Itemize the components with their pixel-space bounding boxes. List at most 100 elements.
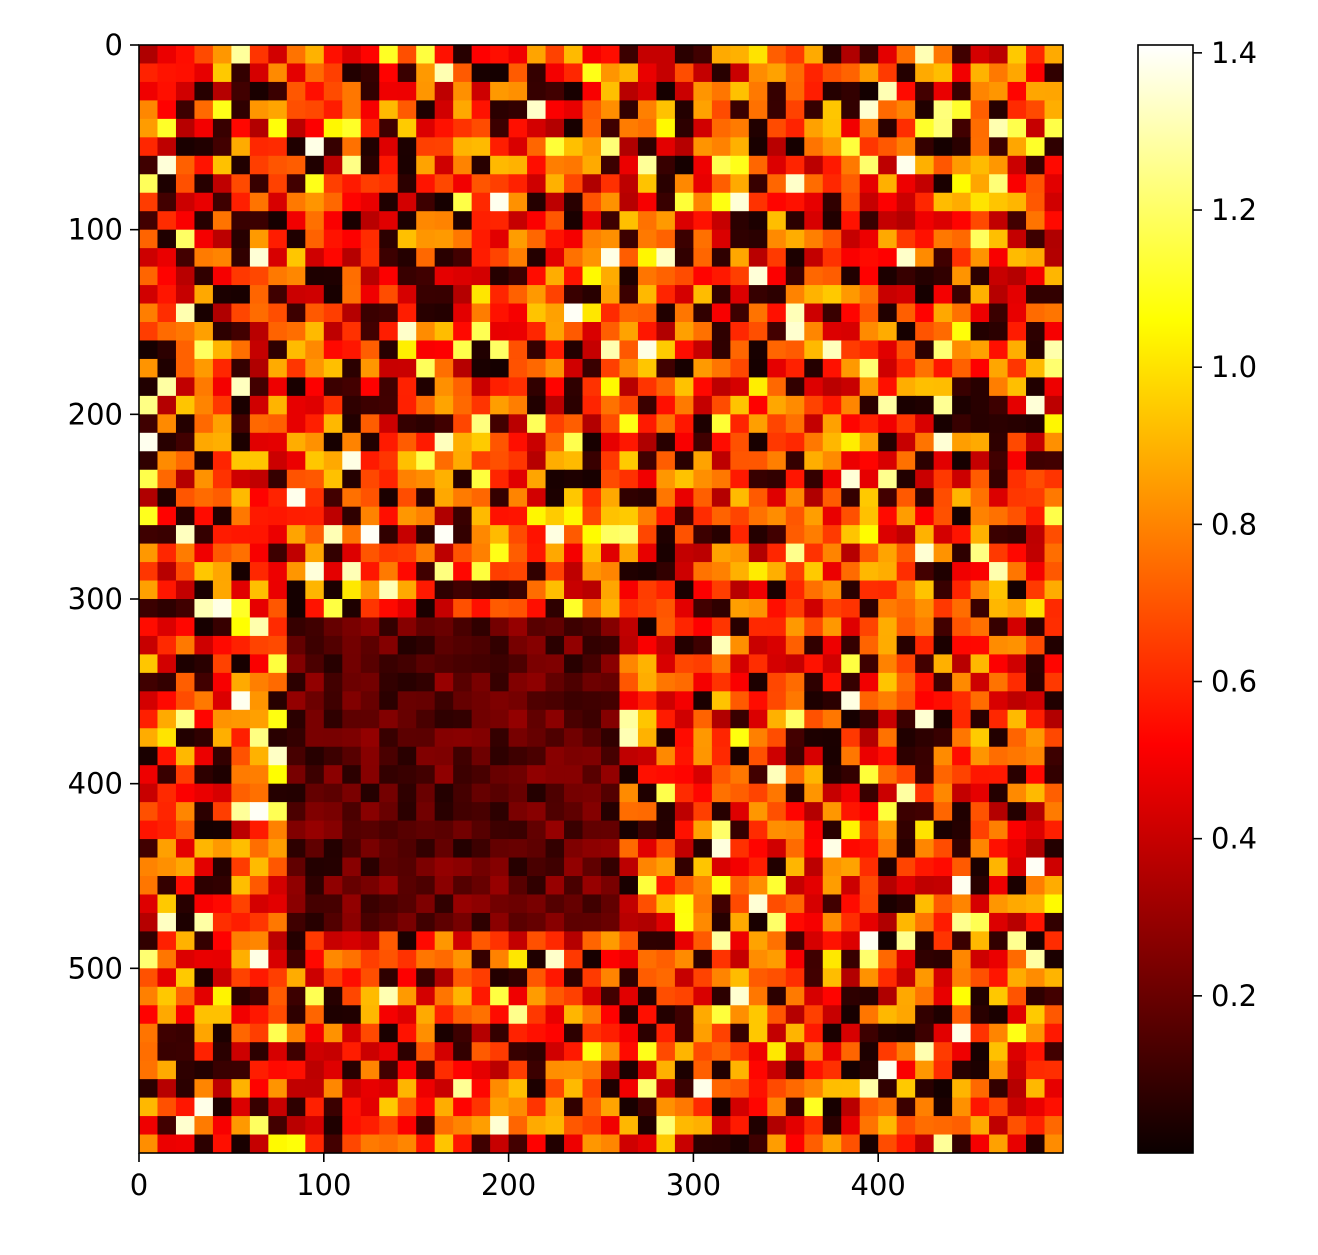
heatmap-cell	[305, 358, 325, 378]
heatmap-cell	[249, 820, 269, 840]
heatmap-cell	[1026, 174, 1046, 194]
heatmap-cell	[1007, 285, 1027, 305]
heatmap-cell	[674, 1134, 694, 1153]
heatmap-cell	[1026, 912, 1046, 932]
heatmap-cell	[564, 876, 584, 896]
heatmap-cell	[711, 1079, 731, 1099]
heatmap-cell	[841, 543, 861, 563]
heatmap-cell	[859, 580, 879, 600]
heatmap-cell	[804, 746, 824, 766]
heatmap-cell	[249, 1023, 269, 1043]
heatmap-cell	[785, 746, 805, 766]
heatmap-cell	[730, 81, 750, 101]
heatmap-cell	[508, 63, 528, 83]
heatmap-cell	[212, 746, 232, 766]
heatmap-cell	[194, 968, 214, 988]
heatmap-cell	[637, 414, 658, 434]
heatmap-cell	[582, 469, 602, 489]
heatmap-cell	[859, 839, 879, 859]
heatmap-cell	[379, 1116, 399, 1136]
heatmap-cell	[379, 155, 399, 175]
heatmap-cell	[656, 1116, 676, 1136]
heatmap-cell	[1026, 525, 1046, 545]
heatmap-cell	[841, 395, 861, 415]
heatmap-cell	[545, 488, 565, 508]
heatmap-cell	[231, 81, 251, 101]
heatmap-cell	[342, 118, 362, 138]
heatmap-cell	[305, 155, 325, 175]
heatmap-cell	[989, 599, 1009, 619]
heatmap-cell	[878, 322, 898, 342]
heatmap-cell	[619, 599, 639, 619]
heatmap-cell	[286, 1042, 306, 1062]
heatmap-cell	[693, 1097, 713, 1117]
heatmap-cell	[1044, 1134, 1063, 1153]
heatmap-cell	[952, 1005, 972, 1025]
heatmap-cell	[453, 266, 473, 286]
heatmap-cell	[693, 672, 713, 692]
heatmap-cell	[896, 63, 916, 83]
heatmap-cell	[970, 1042, 990, 1062]
heatmap-cell	[397, 562, 417, 582]
heatmap-cell	[471, 1097, 491, 1117]
heatmap-cell	[878, 303, 898, 323]
heatmap-cell	[637, 137, 658, 157]
heatmap-cell	[471, 783, 491, 803]
heatmap-cell	[822, 543, 842, 563]
heatmap-cell	[194, 469, 214, 489]
heatmap-cell	[305, 709, 325, 729]
heatmap-cell	[582, 986, 602, 1006]
heatmap-cell	[471, 174, 491, 194]
heatmap-cell	[212, 543, 232, 563]
heatmap-cell	[231, 635, 251, 655]
heatmap-cell	[416, 1116, 436, 1136]
heatmap-cell	[637, 377, 658, 397]
heatmap-cell	[1007, 1079, 1027, 1099]
heatmap-cell	[1026, 1097, 1046, 1117]
heatmap-cell	[637, 728, 658, 748]
heatmap-cell	[711, 635, 731, 655]
heatmap-cell	[952, 839, 972, 859]
heatmap-cell	[305, 137, 325, 157]
heatmap-cell	[231, 1097, 251, 1117]
heatmap-cell	[896, 229, 916, 249]
heatmap-cell	[859, 229, 879, 249]
heatmap-cell	[249, 1097, 269, 1117]
heatmap-cell	[711, 81, 731, 101]
heatmap-cell	[342, 857, 362, 877]
heatmap-cell	[139, 303, 159, 323]
heatmap-cell	[785, 1097, 805, 1117]
heatmap-cell	[545, 63, 565, 83]
heatmap-cell	[268, 266, 288, 286]
heatmap-cell	[859, 45, 879, 65]
heatmap-cell	[601, 303, 621, 323]
heatmap-cell	[711, 783, 731, 803]
heatmap-cell	[194, 986, 214, 1006]
heatmap-cell	[564, 174, 584, 194]
heatmap-cell	[656, 728, 676, 748]
heatmap-cell	[637, 912, 658, 932]
heatmap-cell	[379, 192, 399, 212]
heatmap-cell	[878, 894, 898, 914]
heatmap-cell	[527, 266, 547, 286]
heatmap-cell	[416, 839, 436, 859]
heatmap-cell	[1007, 377, 1027, 397]
heatmap-cell	[139, 45, 159, 65]
heatmap-cell	[637, 931, 658, 951]
heatmap-cell	[1044, 155, 1063, 175]
heatmap-cell	[471, 81, 491, 101]
heatmap-cell	[379, 728, 399, 748]
heatmap-cell	[453, 654, 473, 674]
heatmap-cell	[674, 63, 694, 83]
heatmap-cell	[1044, 635, 1063, 655]
heatmap-cell	[896, 303, 916, 323]
heatmap-cell	[619, 1042, 639, 1062]
heatmap-cell	[656, 672, 676, 692]
heatmap-cell	[804, 1116, 824, 1136]
heatmap-cell	[175, 912, 196, 932]
heatmap-cell	[601, 322, 621, 342]
heatmap-cell	[508, 1097, 528, 1117]
heatmap-cell	[1044, 1023, 1063, 1043]
heatmap-cell	[841, 912, 861, 932]
heatmap-cell	[748, 562, 768, 582]
